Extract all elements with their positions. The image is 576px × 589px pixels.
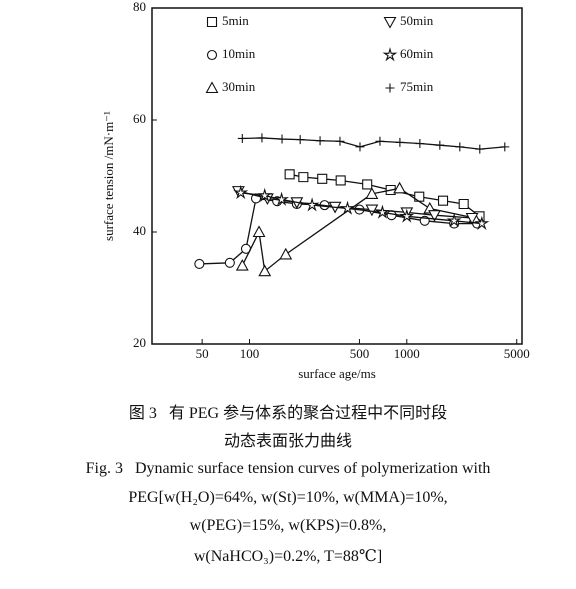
data-point <box>399 208 415 223</box>
plot-frame <box>151 7 523 345</box>
x-tick-label: 1000 <box>394 346 420 361</box>
caption-line: w(PEG)=15%, w(KPS)=0.8%, <box>189 517 387 534</box>
series-line <box>289 173 480 217</box>
data-point <box>365 187 379 199</box>
data-point <box>258 264 272 277</box>
x-axis-label: surface age/ms <box>298 366 376 381</box>
data-point <box>474 215 490 230</box>
data-point <box>374 204 390 219</box>
data-point <box>458 198 469 210</box>
data-point <box>362 179 373 190</box>
data-point <box>252 225 266 238</box>
legend-label: 60min <box>400 46 434 61</box>
data-point <box>317 173 328 184</box>
legend-label: 50min <box>400 13 434 28</box>
data-point <box>415 139 425 149</box>
data-point <box>279 247 293 260</box>
data-point <box>446 212 462 228</box>
y-tick-label: 60 <box>133 111 146 126</box>
data-point <box>335 136 345 146</box>
caption-line: w(NaHCO₃)=0.2%, T=88℃] <box>193 548 383 565</box>
legend-marker <box>385 83 395 93</box>
legend-label: 5min <box>222 13 249 28</box>
data-point <box>395 137 405 147</box>
data-point <box>257 133 267 143</box>
data-point <box>335 175 346 186</box>
data-point <box>298 172 309 183</box>
chart: surface age/ms surface tension /mN·m⁻¹ 5… <box>101 0 530 381</box>
legend-marker <box>382 47 398 62</box>
data-point <box>224 257 235 268</box>
legend-label: 10min <box>222 46 256 61</box>
data-point <box>284 169 295 180</box>
data-point <box>500 142 510 152</box>
data-point <box>475 144 485 154</box>
data-point <box>237 133 247 143</box>
series-line <box>238 190 473 219</box>
data-point <box>428 210 441 222</box>
legend-label: 75min <box>400 79 434 94</box>
legend-marker <box>206 49 218 61</box>
y-tick-label: 80 <box>133 0 146 14</box>
data-point <box>233 184 249 200</box>
caption-line: Fig. 3 Dynamic surface tension curves of… <box>85 460 491 477</box>
x-tick-label: 5000 <box>504 346 530 361</box>
data-point <box>365 204 379 217</box>
y-tick-label: 40 <box>133 223 146 238</box>
data-point <box>437 195 449 206</box>
data-point <box>277 134 287 144</box>
x-tick-label: 500 <box>350 346 370 361</box>
data-point <box>340 200 356 215</box>
data-point <box>274 191 290 206</box>
data-point <box>465 212 479 225</box>
x-tick-label: 100 <box>240 346 260 361</box>
data-point <box>304 197 320 212</box>
legend-marker <box>206 16 218 28</box>
data-point <box>455 142 465 152</box>
data-point <box>295 135 305 145</box>
data-point <box>194 258 205 269</box>
y-tick-label: 20 <box>133 335 146 350</box>
data-point <box>355 142 365 152</box>
legend-marker <box>205 81 219 94</box>
legend-marker <box>383 16 397 29</box>
legend-label: 30min <box>222 79 256 94</box>
data-point <box>257 187 273 202</box>
data-point <box>315 136 325 146</box>
series-line <box>241 187 475 273</box>
caption-line: PEG[w(H₂O)=64%, w(St)=10%, w(MMA)=10%, <box>128 489 448 506</box>
data-point <box>235 258 249 271</box>
data-point <box>435 140 445 150</box>
caption-line: 图 3 有 PEG 参与体系的聚合过程中不同时段 <box>128 405 448 422</box>
data-point <box>393 181 407 194</box>
x-tick-label: 50 <box>196 346 209 361</box>
y-axis-label: surface tension /mN·m⁻¹ <box>101 111 116 241</box>
caption-line: 动态表面张力曲线 <box>223 433 352 450</box>
data-point <box>375 136 385 146</box>
